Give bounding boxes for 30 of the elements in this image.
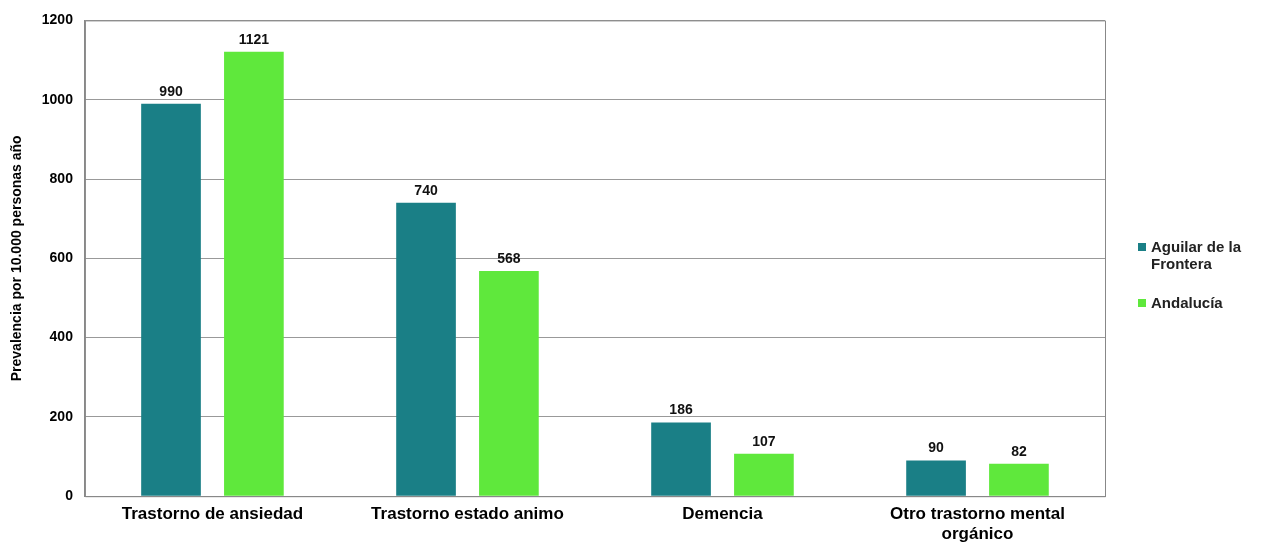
data-label: 186 — [669, 401, 693, 418]
x-tick-label: Demencia — [682, 504, 764, 524]
x-tick-label: Trastorno de ansiedad — [121, 504, 304, 524]
data-label: 82 — [1011, 442, 1027, 459]
y-tick-label: 600 — [49, 249, 74, 266]
data-label: 1121 — [238, 30, 270, 47]
x-tick-label: Otro trastorno mental orgánico — [890, 504, 1065, 544]
y-tick-label: 200 — [49, 407, 74, 424]
y-axis-title: Prevalencia por 10.000 personas año — [8, 135, 25, 382]
x-tick-label: Trastorno estado animo — [371, 504, 564, 524]
bar — [141, 103, 201, 496]
data-label: 568 — [497, 249, 521, 266]
y-tick-label: 1200 — [41, 11, 74, 28]
data-label: 990 — [159, 82, 183, 99]
y-tick-label: 1000 — [41, 90, 74, 107]
bar — [734, 453, 794, 496]
y-tick-label: 400 — [49, 328, 74, 345]
y-tick-label: 800 — [49, 169, 74, 186]
bar — [906, 460, 966, 496]
legend-label: Aguilar de la Frontera — [1151, 238, 1243, 272]
y-tick-label: 0 — [65, 487, 74, 504]
bar — [479, 270, 539, 496]
legend-label: Andalucía — [1151, 294, 1223, 311]
bar — [396, 202, 456, 496]
data-label: 107 — [752, 432, 776, 449]
data-label: 90 — [928, 439, 945, 456]
bar — [651, 422, 711, 496]
bar — [224, 51, 284, 496]
bar — [989, 463, 1049, 496]
data-label: 740 — [414, 181, 438, 198]
